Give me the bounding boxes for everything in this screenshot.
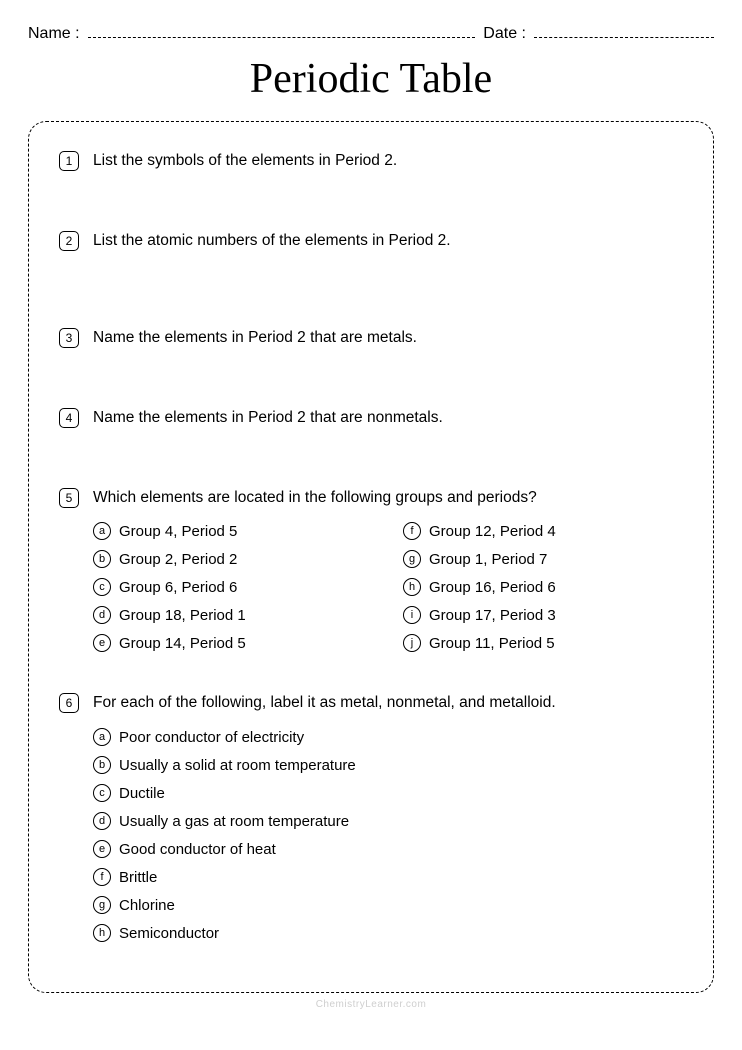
sub-letter: f — [403, 522, 421, 540]
sub-text: Semiconductor — [119, 925, 219, 942]
date-label: Date : — [483, 25, 526, 43]
sub-item: h Semiconductor — [93, 924, 683, 942]
question-1: 1 List the symbols of the elements in Per… — [59, 150, 683, 172]
sub-text: Usually a solid at room temperature — [119, 757, 356, 774]
page-title: Periodic Table — [28, 55, 714, 103]
name-input-line[interactable] — [88, 22, 476, 38]
sub-item: g Chlorine — [93, 896, 683, 914]
date-input-line[interactable] — [534, 22, 714, 38]
sub-text: Group 2, Period 2 — [119, 551, 237, 568]
sub-item: b Usually a solid at room temperature — [93, 756, 683, 774]
sub-text: Group 1, Period 7 — [429, 551, 547, 568]
name-label: Name : — [28, 25, 80, 43]
sub-letter: j — [403, 634, 421, 652]
header-row: Name : Date : — [28, 22, 714, 43]
sub-item: i Group 17, Period 3 — [403, 606, 683, 624]
sub-letter: c — [93, 578, 111, 596]
question-text: For each of the following, label it as m… — [93, 692, 556, 714]
question-number: 4 — [59, 408, 79, 428]
sub-item: c Group 6, Period 6 — [93, 578, 373, 596]
sub-item: j Group 11, Period 5 — [403, 634, 683, 652]
sub-letter: f — [93, 868, 111, 886]
sub-item: d Usually a gas at room temperature — [93, 812, 683, 830]
sub-letter: g — [403, 550, 421, 568]
sub-text: Usually a gas at room temperature — [119, 813, 349, 830]
sub-letter: a — [93, 522, 111, 540]
sub-item: a Poor conductor of electricity — [93, 728, 683, 746]
sub-item: e Group 14, Period 5 — [93, 634, 373, 652]
question-4: 4 Name the elements in Period 2 that are … — [59, 407, 683, 429]
question-text: Name the elements in Period 2 that are n… — [93, 407, 443, 429]
sub-list-two-col: a Group 4, Period 5 b Group 2, Period 2 c Gro… — [93, 522, 683, 662]
sub-text: Group 18, Period 1 — [119, 607, 246, 624]
question-number: 2 — [59, 231, 79, 251]
sub-letter: b — [93, 756, 111, 774]
question-5: 5 Which elements are located in the follo… — [59, 487, 683, 663]
sub-text: Group 12, Period 4 — [429, 523, 556, 540]
sub-letter: d — [93, 812, 111, 830]
sub-text: Group 11, Period 5 — [429, 635, 555, 652]
sub-letter: e — [93, 840, 111, 858]
question-3: 3 Name the elements in Period 2 that are … — [59, 327, 683, 349]
sub-text: Good conductor of heat — [119, 841, 276, 858]
sub-letter: a — [93, 728, 111, 746]
worksheet-box: 1 List the symbols of the elements in Per… — [28, 121, 714, 993]
question-number: 3 — [59, 328, 79, 348]
sub-letter: h — [93, 924, 111, 942]
question-number: 6 — [59, 693, 79, 713]
question-6: 6 For each of the following, label it as … — [59, 692, 683, 942]
question-number: 5 — [59, 488, 79, 508]
sub-item: h Group 16, Period 6 — [403, 578, 683, 596]
sub-letter: c — [93, 784, 111, 802]
sub-text: Chlorine — [119, 897, 175, 914]
sub-letter: h — [403, 578, 421, 596]
sub-text: Ductile — [119, 785, 165, 802]
sub-text: Brittle — [119, 869, 157, 886]
sub-text: Group 6, Period 6 — [119, 579, 237, 596]
sub-text: Group 4, Period 5 — [119, 523, 237, 540]
question-text: Which elements are located in the follow… — [93, 487, 537, 509]
sub-letter: d — [93, 606, 111, 624]
sub-item: a Group 4, Period 5 — [93, 522, 373, 540]
sub-letter: g — [93, 896, 111, 914]
question-text: Name the elements in Period 2 that are m… — [93, 327, 417, 349]
sub-text: Poor conductor of electricity — [119, 729, 304, 746]
sub-item: b Group 2, Period 2 — [93, 550, 373, 568]
sub-item: e Good conductor of heat — [93, 840, 683, 858]
sub-item: g Group 1, Period 7 — [403, 550, 683, 568]
sub-text: Group 16, Period 6 — [429, 579, 556, 596]
sub-item: f Group 12, Period 4 — [403, 522, 683, 540]
question-text: List the atomic numbers of the elements … — [93, 230, 451, 252]
question-number: 1 — [59, 151, 79, 171]
sub-letter: e — [93, 634, 111, 652]
footer-credit: ChemistryLearner.com — [28, 999, 714, 1010]
sub-item: f Brittle — [93, 868, 683, 886]
sub-letter: b — [93, 550, 111, 568]
sub-item: c Ductile — [93, 784, 683, 802]
sub-text: Group 14, Period 5 — [119, 635, 246, 652]
sub-list: a Poor conductor of electricity b Usually a… — [93, 728, 683, 942]
sub-letter: i — [403, 606, 421, 624]
sub-item: d Group 18, Period 1 — [93, 606, 373, 624]
sub-text: Group 17, Period 3 — [429, 607, 556, 624]
question-text: List the symbols of the elements in Peri… — [93, 150, 397, 172]
question-2: 2 List the atomic numbers of the elements… — [59, 230, 683, 252]
